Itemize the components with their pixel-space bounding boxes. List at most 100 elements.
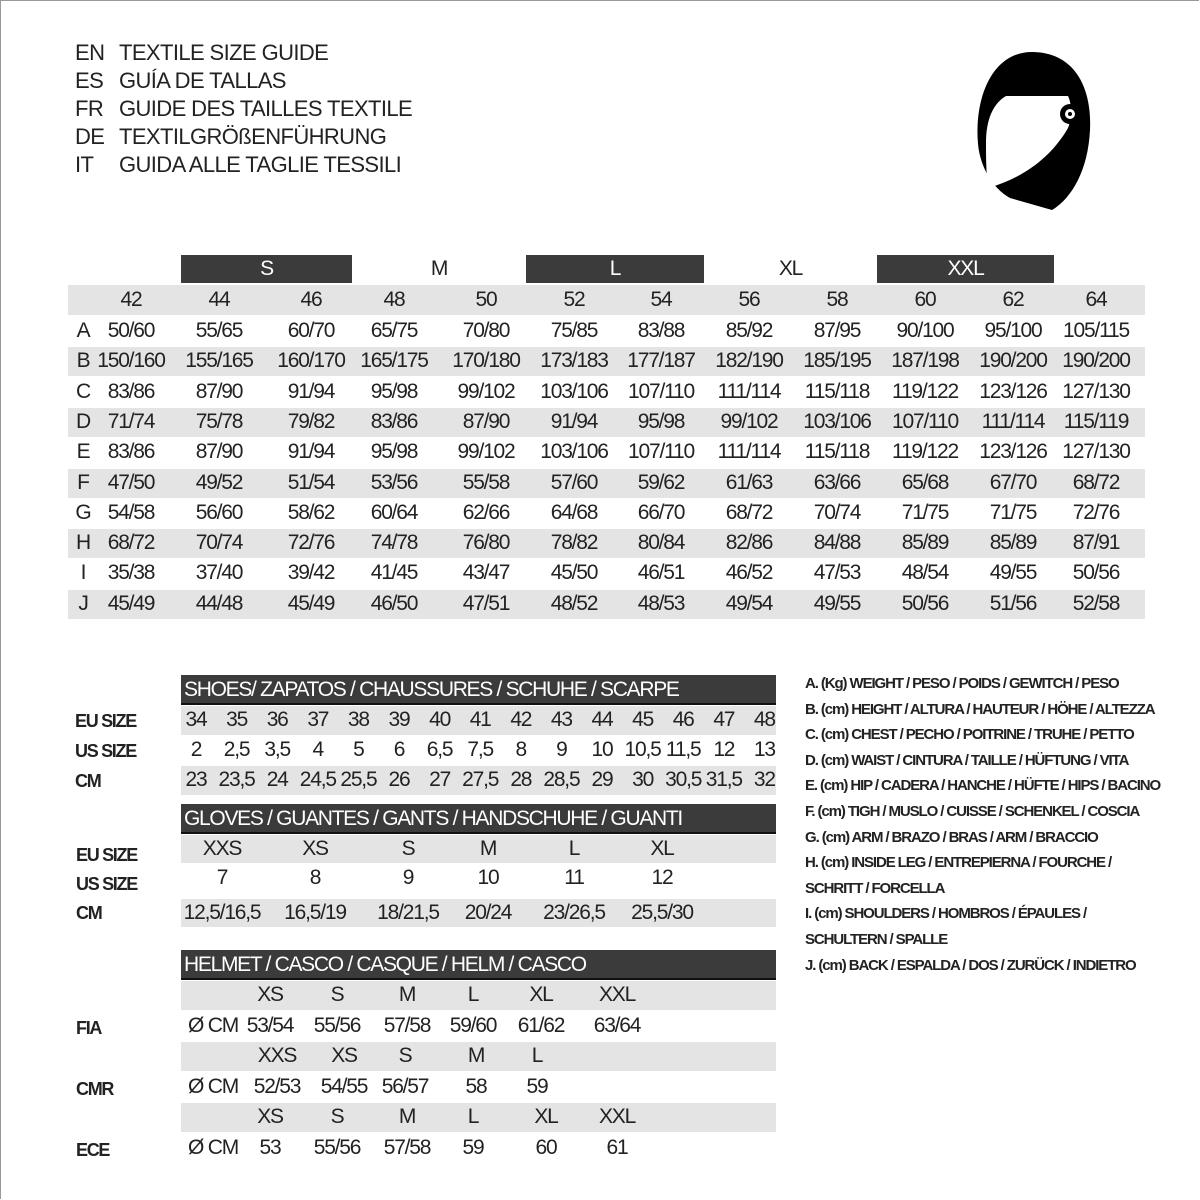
table-cell: 55/58 <box>462 470 511 494</box>
table-row-band <box>68 407 1145 437</box>
table-cell: 49/55 <box>989 561 1038 585</box>
table-cell: 78/82 <box>550 531 599 555</box>
title-text: GUIDE DES TAILLES TEXTILE <box>119 96 413 121</box>
size-group-label: S <box>260 257 274 280</box>
helmet-size: XS <box>331 1044 358 1067</box>
size-number-row-band <box>68 285 1145 315</box>
table-cell: 182/190 <box>715 349 784 373</box>
unit-label: Ø CM <box>188 1075 239 1098</box>
table-cell: 35/38 <box>107 561 156 585</box>
table-cell: 4 <box>312 738 325 761</box>
row-key: C <box>76 379 91 403</box>
table-cell: 26 <box>388 768 411 791</box>
table-cell: XS <box>302 837 329 860</box>
row-label: US SIZE <box>76 874 138 894</box>
table-cell: 44/48 <box>195 591 244 615</box>
table-cell: 68/72 <box>725 500 774 524</box>
size-number: 44 <box>208 288 231 311</box>
table-cell: 54/58 <box>107 500 156 524</box>
table-cell: 54/55 <box>320 1075 369 1098</box>
row-key: D <box>76 409 91 433</box>
table-cell: 90/100 <box>896 319 954 342</box>
table-cell: 11,5 <box>665 738 702 761</box>
size-group-band <box>181 255 352 283</box>
table-cell: M <box>479 837 498 860</box>
table-cell: 59/60 <box>449 1014 498 1037</box>
table-cell: 23/26,5 <box>543 901 606 924</box>
table-cell: 119/122 <box>892 379 959 403</box>
table-cell: 185/195 <box>803 349 872 373</box>
table-cell: 30 <box>632 768 654 791</box>
table-cell: 59 <box>462 1136 485 1159</box>
title-lang-code: IT <box>75 152 94 177</box>
helmet-size: XL <box>534 1105 559 1128</box>
helmet-size: S <box>330 983 345 1006</box>
table-row-band <box>68 529 1145 559</box>
row-key: E <box>76 440 91 464</box>
title-text: TEXTILGRÖßENFÜHRUNG <box>119 124 387 149</box>
size-number: 64 <box>1085 288 1108 311</box>
helmet-size: XXL <box>598 1105 636 1128</box>
table-cell: 85/92 <box>725 319 774 342</box>
row-label: EU SIZE <box>76 845 138 865</box>
table-cell: 49/52 <box>195 470 244 494</box>
table-cell: 127/130 <box>1062 379 1131 403</box>
table-cell: 75/85 <box>550 319 599 342</box>
table-cell: 105/115 <box>1063 319 1130 342</box>
table-cell: 20/24 <box>464 901 513 924</box>
table-cell: 43 <box>550 708 573 731</box>
row-label: EU SIZE <box>75 711 137 731</box>
legend-line: A. (Kg) WEIGHT / PESO / POIDS / GEWITCH … <box>805 675 1120 692</box>
helmet-size: S <box>330 1105 345 1128</box>
table-cell: 48/54 <box>901 561 950 585</box>
table-cell: 63/66 <box>813 470 862 494</box>
size-number: 52 <box>563 288 586 311</box>
size-number: 62 <box>1002 288 1025 311</box>
table-cell: 115/118 <box>804 379 871 403</box>
table-cell: 31,5 <box>705 768 743 791</box>
size-number: 56 <box>738 288 761 311</box>
table-cell: 23 <box>185 768 208 791</box>
legend-line: C. (cm) CHEST / PECHO / POITRINE / TRUHE… <box>805 726 1135 744</box>
size-group-label: XL <box>778 257 804 280</box>
table-cell: 111/114 <box>981 409 1046 433</box>
table-cell: 55/56 <box>313 1014 362 1037</box>
title-lang-code: EN <box>75 40 105 65</box>
table-cell: 45/50 <box>550 561 599 585</box>
table-cell: 50/56 <box>1072 561 1121 585</box>
table-cell: 50/60 <box>107 319 156 342</box>
table-cell: 71/75 <box>901 500 950 524</box>
table-cell: 45 <box>632 708 654 731</box>
table-cell: 46/50 <box>370 591 419 615</box>
helmet-size: L <box>531 1044 544 1067</box>
table-cell: 107/110 <box>892 409 959 433</box>
size-group-label: M <box>430 257 449 280</box>
size-number: 54 <box>650 288 673 311</box>
table-cell: 49/55 <box>813 591 862 615</box>
legend-line: I. (cm) SHOULDERS / HOMBROS / ÉPAULES / <box>805 905 1087 923</box>
table-cell: 56/60 <box>195 500 244 524</box>
legend-line: H. (cm) INSIDE LEG / ENTREPIERNA / FOURC… <box>805 854 1112 872</box>
row-key: G <box>75 500 91 524</box>
table-cell: 9 <box>556 738 568 761</box>
table-cell: L <box>568 837 581 860</box>
helmet-size: M <box>398 1105 417 1128</box>
table-row-band <box>68 468 1145 498</box>
table-cell: 57/58 <box>383 1136 432 1159</box>
row-key: B <box>76 349 91 373</box>
table-cell: 123/126 <box>979 440 1048 464</box>
helmet-size: L <box>467 1105 480 1128</box>
title-text: GUIDA ALLE TAGLIE TESSILI <box>119 152 402 177</box>
table-cell: 87/91 <box>1072 531 1121 555</box>
table-cell: 36 <box>266 708 289 731</box>
legend-line: SCHULTERN / SPALLE <box>805 931 948 948</box>
table-cell: 39 <box>388 708 411 731</box>
table-cell: 61 <box>606 1136 629 1159</box>
table-cell: 53 <box>259 1136 282 1159</box>
table-cell: 150/160 <box>97 349 166 373</box>
table-cell: 83/86 <box>107 379 156 403</box>
legend-line: F. (cm) TIGH / MUSLO / CUISSE / SCHENKEL… <box>805 803 1140 820</box>
table-cell: 27 <box>429 768 451 791</box>
table-cell: 25,5 <box>340 768 377 791</box>
